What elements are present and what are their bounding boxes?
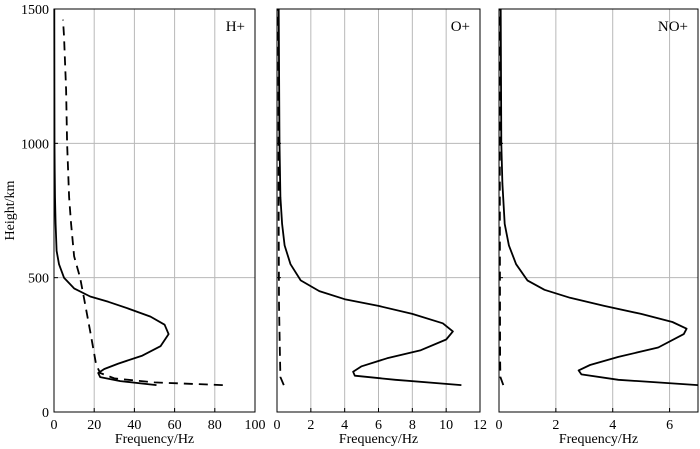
x-tick-label: 10 — [439, 418, 453, 433]
panel-label: O+ — [451, 19, 470, 35]
x-tick-label: 20 — [87, 418, 101, 433]
x-tick-label: 4 — [341, 418, 348, 433]
y-tick-label: 500 — [28, 272, 49, 287]
y-tick-label: 1000 — [21, 137, 49, 152]
x-tick-label: 2 — [552, 418, 559, 433]
x-tick-label: 0 — [496, 418, 503, 433]
series-line-dashed — [498, 8, 505, 386]
series-line-solid — [53, 8, 170, 386]
series-line-dashed — [62, 19, 223, 386]
x-tick-label: 8 — [409, 418, 416, 433]
x-tick-label: 6 — [666, 418, 673, 433]
x-tick-label: 0 — [51, 418, 58, 433]
x-tick-label: 100 — [245, 418, 266, 433]
panel-3: 0 2 4 6 Frequency/Hz NO+ — [496, 8, 699, 447]
panel-2: 0 2 4 6 8 10 12 Frequency/Hz O+ — [274, 8, 487, 447]
panel-label: NO+ — [658, 19, 688, 35]
plot-frame — [498, 8, 699, 413]
panel-1: 0 20 40 60 80 100 Frequency/Hz H+ 0 500 1000 1500 He… — [3, 3, 266, 447]
x-tick-label: 60 — [168, 418, 182, 433]
x-tick-label: 2 — [307, 418, 314, 433]
x-tick-label: 4 — [609, 418, 616, 433]
x-tick-label: 40 — [127, 418, 141, 433]
plot-frame — [53, 8, 256, 413]
panel-label: H+ — [226, 19, 245, 35]
x-tick-label: 12 — [473, 418, 487, 433]
x-tick-label: 6 — [375, 418, 382, 433]
y-axis-title: Height/km — [3, 180, 18, 240]
x-axis-title: Frequency/Hz — [115, 432, 194, 447]
series-line-solid — [277, 8, 462, 386]
x-axis-title: Frequency/Hz — [339, 432, 418, 447]
x-axis-title: Frequency/Hz — [559, 432, 638, 447]
series-line-solid — [499, 8, 699, 386]
y-tick-label: 0 — [42, 406, 49, 421]
series-line-dashed — [277, 8, 285, 386]
x-tick-label: 80 — [208, 418, 222, 433]
x-tick-label: 0 — [274, 418, 281, 433]
y-tick-label: 1500 — [21, 3, 49, 18]
